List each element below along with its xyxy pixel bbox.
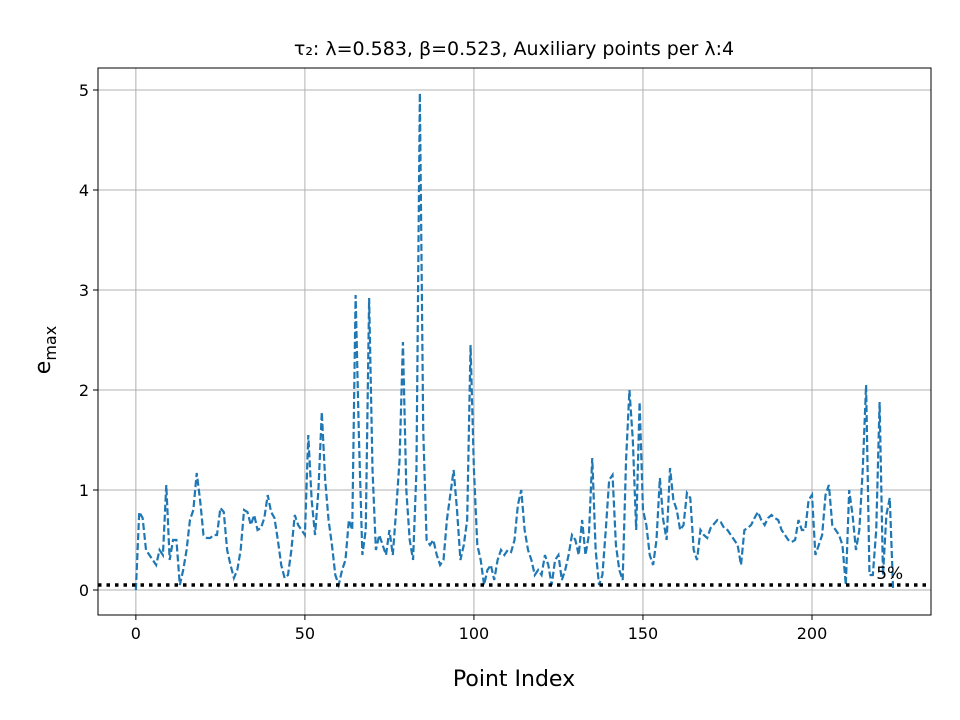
y-axis-label: emax — [31, 326, 60, 374]
y-tick-label: 5 — [79, 81, 89, 100]
chart-title: τ₂: λ=0.583, β=0.523, Auxiliary points p… — [294, 38, 734, 60]
y-axis-label-main: e — [31, 361, 56, 375]
y-axis-label-sub: max — [41, 326, 60, 361]
x-tick-label: 100 — [459, 624, 490, 643]
y-tick-label: 3 — [79, 281, 89, 300]
data-line — [134, 92, 895, 591]
x-axis-label: Point Index — [453, 667, 575, 692]
y-tick-label: 1 — [79, 481, 89, 500]
y-tick-label: 4 — [79, 181, 89, 200]
x-tick-label: 150 — [628, 624, 659, 643]
x-tick-label: 50 — [295, 624, 315, 643]
plot-frame — [97, 67, 932, 616]
threshold-label: 5% — [876, 564, 903, 584]
y-tick-label: 0 — [79, 581, 89, 600]
x-tick-label: 200 — [797, 624, 828, 643]
x-tick-label: 0 — [131, 624, 141, 643]
y-tick-label: 2 — [79, 381, 89, 400]
